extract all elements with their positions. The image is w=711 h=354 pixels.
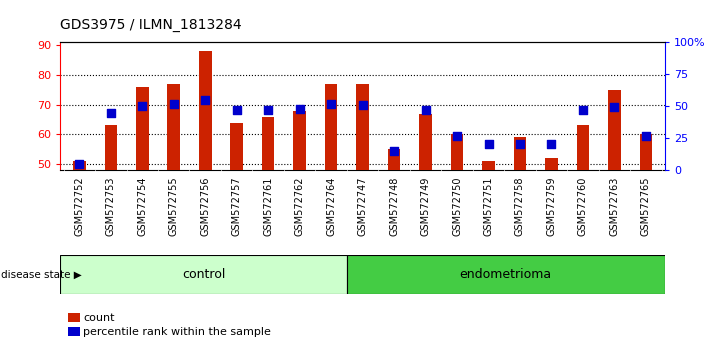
Bar (168, 84, 180, 170)
Point (137, 103, 148, 109)
Point (200, 97, 211, 103)
Text: GSM572765: GSM572765 (641, 176, 651, 236)
Point (451, 133, 463, 138)
Point (514, 142, 525, 147)
Bar (451, 135, 464, 170)
Bar (325, 84, 338, 170)
Point (483, 142, 494, 147)
Text: percentile rank within the sample: percentile rank within the sample (83, 327, 271, 337)
Point (294, 106, 305, 112)
Bar (640, 135, 652, 170)
Text: GSM572759: GSM572759 (547, 176, 557, 236)
Text: GSM572757: GSM572757 (232, 176, 242, 236)
Bar (294, 111, 306, 170)
Bar (347, 255, 665, 294)
Text: GSM572747: GSM572747 (358, 176, 368, 236)
Point (546, 142, 557, 147)
Bar (514, 137, 526, 170)
Text: GSM572750: GSM572750 (452, 176, 462, 236)
Text: GSM572751: GSM572751 (483, 176, 493, 236)
Bar (73, 161, 85, 170)
Text: GSM572753: GSM572753 (106, 176, 116, 236)
Bar (482, 161, 495, 170)
Point (420, 107, 432, 113)
Bar (387, 149, 400, 170)
Text: GSM572761: GSM572761 (263, 176, 273, 235)
Bar (545, 158, 557, 170)
Point (388, 148, 400, 154)
Text: GSM572748: GSM572748 (389, 176, 399, 235)
Point (326, 101, 337, 107)
Point (577, 107, 589, 113)
Text: GSM572752: GSM572752 (75, 176, 85, 236)
Point (262, 107, 274, 113)
Bar (199, 51, 212, 170)
Point (640, 133, 651, 138)
Point (231, 107, 242, 113)
Text: GSM572749: GSM572749 (421, 176, 431, 235)
Text: GSM572760: GSM572760 (578, 176, 588, 235)
Bar (419, 114, 432, 170)
Point (74, 161, 85, 166)
Point (357, 102, 368, 108)
Text: disease state ▶: disease state ▶ (1, 269, 82, 279)
Bar (105, 125, 117, 170)
Text: GSM572755: GSM572755 (169, 176, 178, 236)
Text: endometrioma: endometrioma (460, 268, 552, 281)
Text: GSM572762: GSM572762 (294, 176, 304, 236)
Bar (60, 255, 347, 294)
Bar (356, 84, 369, 170)
Point (168, 101, 179, 107)
Text: GSM572756: GSM572756 (201, 176, 210, 236)
Point (105, 110, 117, 115)
Text: GDS3975 / ILMN_1813284: GDS3975 / ILMN_1813284 (60, 18, 242, 32)
Bar (230, 122, 243, 170)
Bar (262, 116, 274, 170)
Text: control: control (182, 268, 225, 281)
Text: GSM572764: GSM572764 (326, 176, 336, 235)
Bar (136, 87, 149, 170)
Text: GSM572763: GSM572763 (609, 176, 619, 235)
Text: GSM572758: GSM572758 (515, 176, 525, 236)
Text: count: count (83, 313, 114, 322)
Bar (608, 90, 621, 170)
Bar (577, 125, 589, 170)
Text: GSM572754: GSM572754 (137, 176, 147, 236)
Point (609, 105, 620, 110)
